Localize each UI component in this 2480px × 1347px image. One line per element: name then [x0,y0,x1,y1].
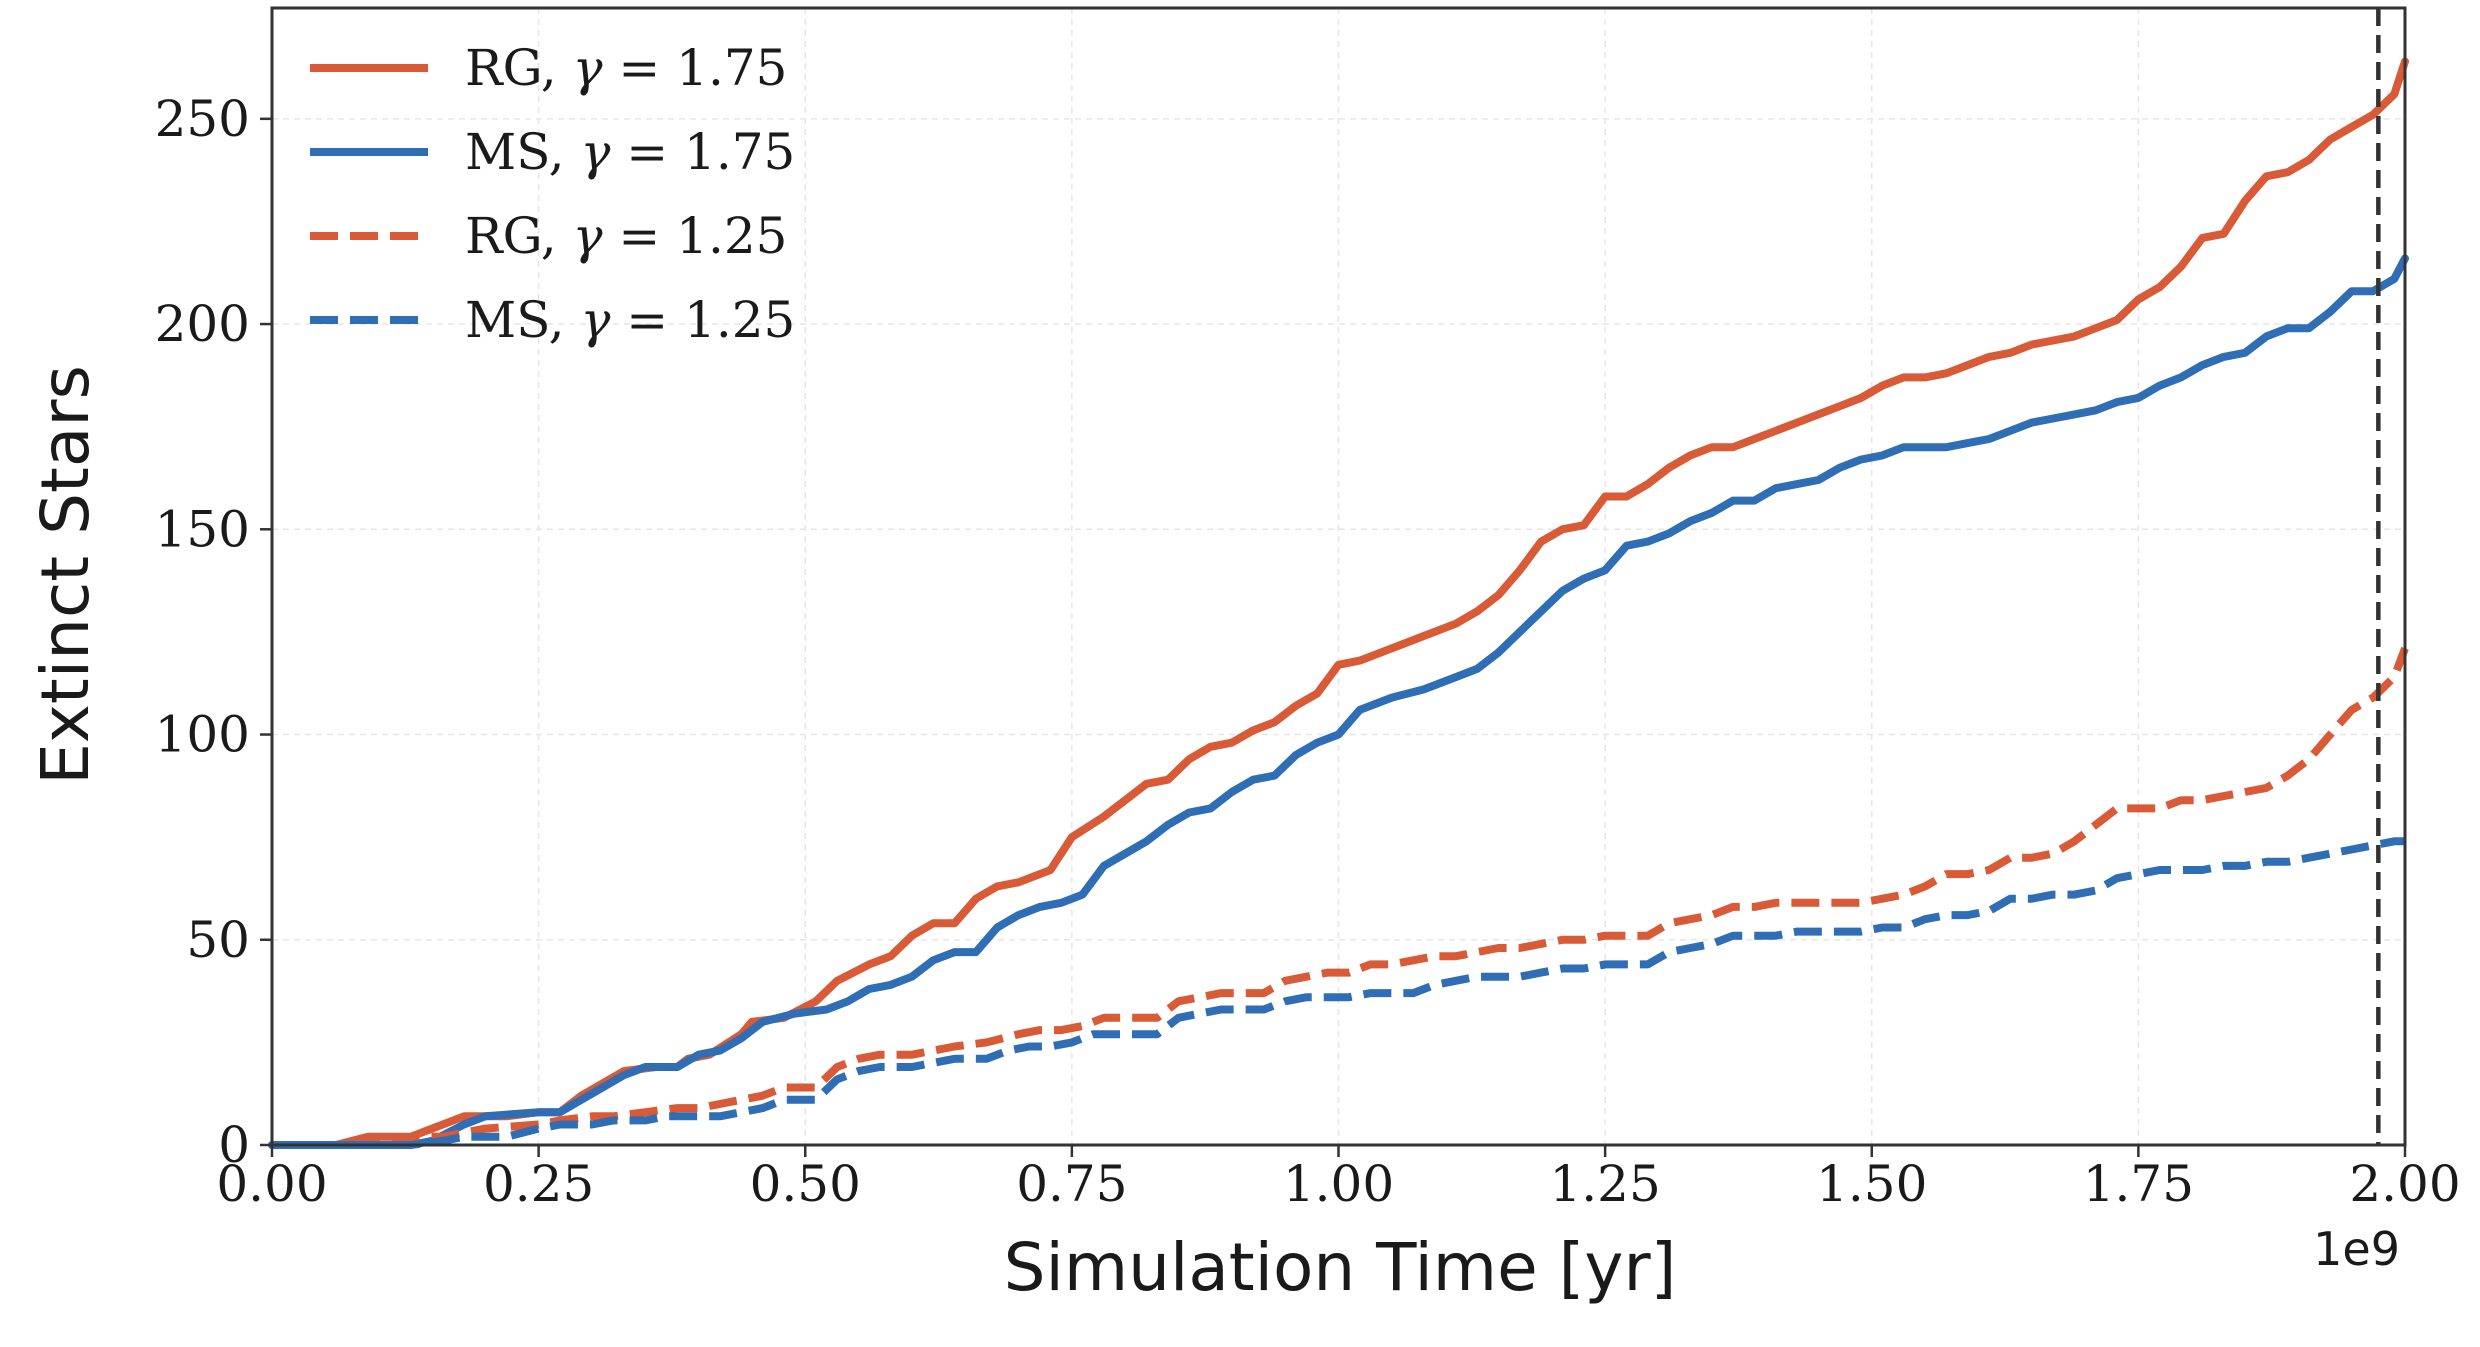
x-axis-label: Simulation Time [yr] [1004,1229,1677,1306]
x-tick-label: 1.25 [1549,1155,1660,1213]
series-line-rg-125 [272,646,2409,1149]
legend-label: RG, γ = 1.75 [465,39,788,97]
y-tick-label: 200 [155,295,250,353]
x-tick-label: 1.00 [1283,1155,1394,1213]
y-tick-label: 100 [155,706,250,764]
x-tick-label: 0.75 [1016,1155,1127,1213]
legend: RG, γ = 1.75 MS, γ = 1.75 RG, γ = 1.25 MS, … [310,39,795,349]
legend-label: RG, γ = 1.25 [465,207,788,265]
y-axis-label: Extinct Stars [27,365,104,785]
ticks-group: 0.00 0.25 0.50 0.75 1.00 1.25 1.50 1.75 2.00 0 50 1… [155,90,2461,1213]
series-line-ms-125 [272,837,2405,1149]
x-tick-label: 0.00 [216,1155,327,1213]
x-tick-label: 1.75 [2083,1155,2194,1213]
x-tick-label: 2.00 [2349,1155,2460,1213]
x-axis-offset-label: 1e9 [2313,1222,2400,1276]
legend-label: MS, γ = 1.25 [465,291,795,349]
legend-label: MS, γ = 1.75 [465,123,795,181]
series-line-ms-175 [268,254,2409,1149]
series-group [268,57,2409,1149]
y-tick-label: 250 [155,90,250,148]
y-tick-label: 0 [218,1116,250,1174]
x-tick-label: 0.50 [750,1155,861,1213]
y-tick-label: 50 [186,911,250,969]
x-tick-label: 0.25 [483,1155,594,1213]
y-tick-label: 150 [155,500,250,558]
x-tick-label: 1.50 [1816,1155,1927,1213]
